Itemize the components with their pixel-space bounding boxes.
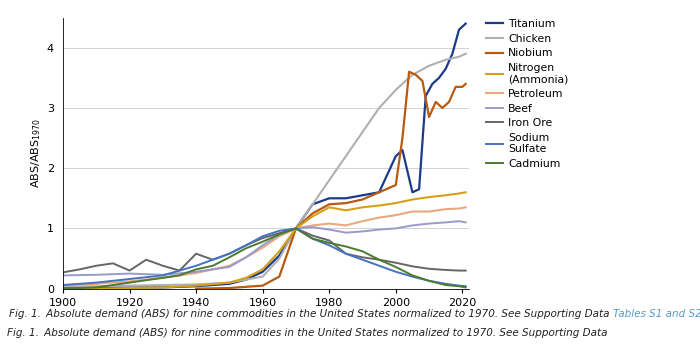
Text: Fig. 1. Absolute demand (ABS) for nine commodities in the United States normaliz: Fig. 1. Absolute demand (ABS) for nine c…	[9, 309, 613, 319]
Text: Tables S1 and S2.: Tables S1 and S2.	[613, 309, 700, 319]
Legend: Titanium, Chicken, Niobium, Nitrogen
(Ammonia), Petroleum, Beef, Iron Ore, Sodiu: Titanium, Chicken, Niobium, Nitrogen (Am…	[481, 15, 573, 173]
Text: Fig. 1. Absolute demand (ABS) for nine commodities in the United States normaliz: Fig. 1. Absolute demand (ABS) for nine c…	[7, 328, 700, 338]
Text: Fig. 1. Absolute demand (ABS) for nine commodities in the United States normaliz: Fig. 1. Absolute demand (ABS) for nine c…	[7, 328, 610, 338]
Y-axis label: ABS/ABS$_{1970}$: ABS/ABS$_{1970}$	[29, 118, 43, 188]
